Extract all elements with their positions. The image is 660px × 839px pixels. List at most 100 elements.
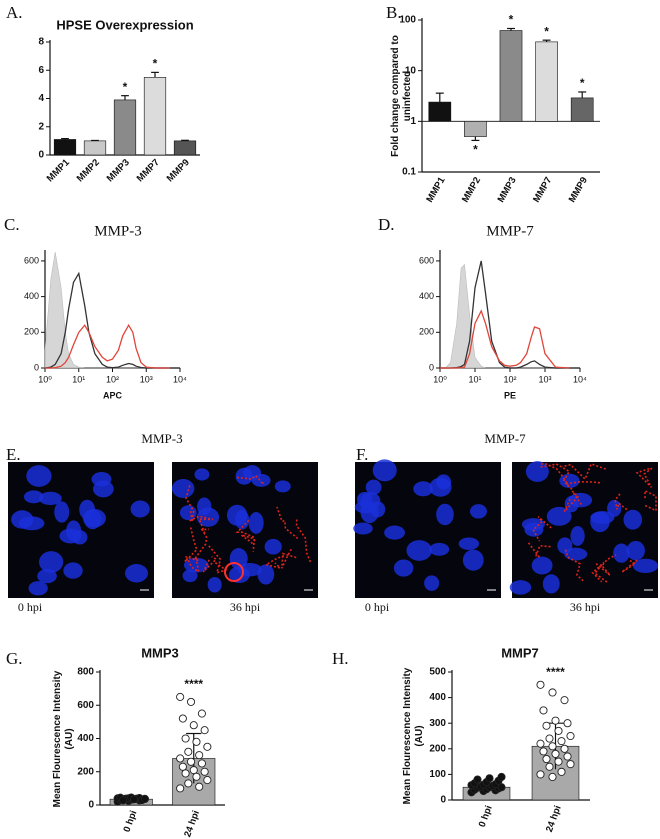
- x-tick-label: 0 hpi: [477, 804, 495, 829]
- membrane-stain: [185, 485, 195, 523]
- nucleus: [235, 467, 253, 485]
- y-tick-label: 10: [405, 65, 417, 76]
- x-tick-label: MMP7: [135, 157, 162, 184]
- y-axis-title: Fold change compared to uninfected: [390, 35, 413, 157]
- x-tick-label: 10³: [140, 374, 153, 384]
- significance: ****: [546, 665, 565, 679]
- y-tick-label: 0: [38, 150, 44, 161]
- data-point: [200, 767, 209, 776]
- nucleus: [82, 508, 106, 528]
- nucleus: [613, 543, 630, 563]
- panel-label: F.: [356, 445, 368, 464]
- data-point: [551, 749, 560, 758]
- data-point: [560, 744, 569, 753]
- x-tick-label: 10³: [538, 374, 551, 384]
- nucleus: [623, 509, 643, 530]
- data-point: [542, 721, 551, 730]
- x-tick-label: 10¹: [468, 374, 481, 384]
- y-tick-label: 400: [429, 692, 446, 703]
- y-tick-label: 300: [429, 718, 446, 729]
- y-tick-label: 600: [77, 700, 94, 711]
- x-tick-label: MMP1: [45, 157, 73, 185]
- chart-title: MMP7: [501, 645, 539, 660]
- nucleus: [521, 518, 545, 531]
- y-tick-label: 500: [429, 667, 446, 678]
- x-tick-label: 10⁴: [173, 374, 187, 384]
- nucleus: [38, 551, 64, 573]
- x-tick-label: MMP7: [531, 175, 554, 204]
- y-tick-label: 1: [410, 116, 416, 127]
- y-tick-label: 0.1: [402, 167, 416, 178]
- significance: *: [580, 76, 585, 90]
- nucleus: [559, 473, 580, 489]
- y-tick-label: 200: [419, 327, 434, 337]
- y-tick-label: 0: [429, 362, 434, 372]
- membrane-stain: [563, 490, 583, 513]
- bar: [499, 30, 523, 122]
- data-point: [181, 769, 190, 778]
- membrane-stain: [184, 527, 198, 563]
- data-point: [192, 772, 201, 781]
- data-point: [176, 784, 185, 793]
- nucleus: [171, 479, 195, 499]
- nucleus: [28, 581, 48, 596]
- nucleus: [130, 500, 150, 518]
- nucleus: [26, 465, 52, 487]
- data-point: [189, 766, 198, 775]
- membrane-stain: [591, 561, 608, 583]
- data-point: [119, 796, 128, 805]
- data-point: [203, 742, 212, 751]
- data-point: [473, 775, 482, 784]
- nucleus: [194, 468, 210, 481]
- chart-title: MMP3: [141, 645, 179, 660]
- membrane-stain: [236, 474, 265, 487]
- data-point: [189, 721, 198, 730]
- data-point: [536, 770, 545, 779]
- x-tick-label: MMP9: [165, 157, 192, 184]
- data-point: [176, 754, 185, 763]
- bar: [535, 41, 558, 122]
- nucleus: [570, 526, 585, 546]
- panel-label: E.: [6, 445, 21, 464]
- y-tick-label: 200: [24, 327, 39, 337]
- nucleus: [183, 557, 209, 573]
- nucleus: [226, 504, 248, 526]
- bar: [83, 140, 107, 156]
- membrane-stain: [635, 466, 654, 488]
- y-tick-label: 8: [38, 37, 44, 48]
- image-caption: 0 hpi: [365, 600, 390, 614]
- data-point: [197, 759, 206, 768]
- membrane-stain: [614, 493, 629, 512]
- data-point: [551, 716, 560, 725]
- x-tick-label: 10²: [503, 374, 516, 384]
- data-point: [536, 680, 545, 689]
- data-point: [184, 747, 193, 756]
- nucleus: [626, 540, 645, 561]
- data-point: [195, 751, 204, 760]
- panel-label: A.: [6, 3, 23, 22]
- data-point: [140, 794, 149, 803]
- data-point: [548, 742, 557, 751]
- y-tick-label: 200: [429, 743, 446, 754]
- bar: [53, 139, 77, 156]
- membrane-stain: [621, 558, 638, 573]
- nucleus: [248, 511, 264, 534]
- y-tick-label: 100: [429, 769, 446, 780]
- nucleus: [23, 490, 44, 504]
- data-point: [192, 737, 201, 746]
- nucleus: [59, 528, 82, 544]
- y-axis-title: Mean Flourescence Intensity (AU): [402, 667, 425, 805]
- nucleus: [429, 542, 450, 556]
- x-tick-label: 24 hpi: [182, 809, 202, 839]
- bar: [143, 77, 167, 156]
- nucleus: [207, 576, 222, 593]
- histogram-area: [44, 251, 170, 369]
- y-axis-title: Mean Flourescence Intensity (AU): [52, 670, 75, 807]
- significance: *: [123, 80, 128, 94]
- x-tick-label: MMP2: [75, 157, 102, 184]
- nucleus: [54, 501, 70, 523]
- membrane-stain: [184, 555, 200, 574]
- data-point: [545, 734, 554, 743]
- panel-label: B.: [386, 3, 402, 22]
